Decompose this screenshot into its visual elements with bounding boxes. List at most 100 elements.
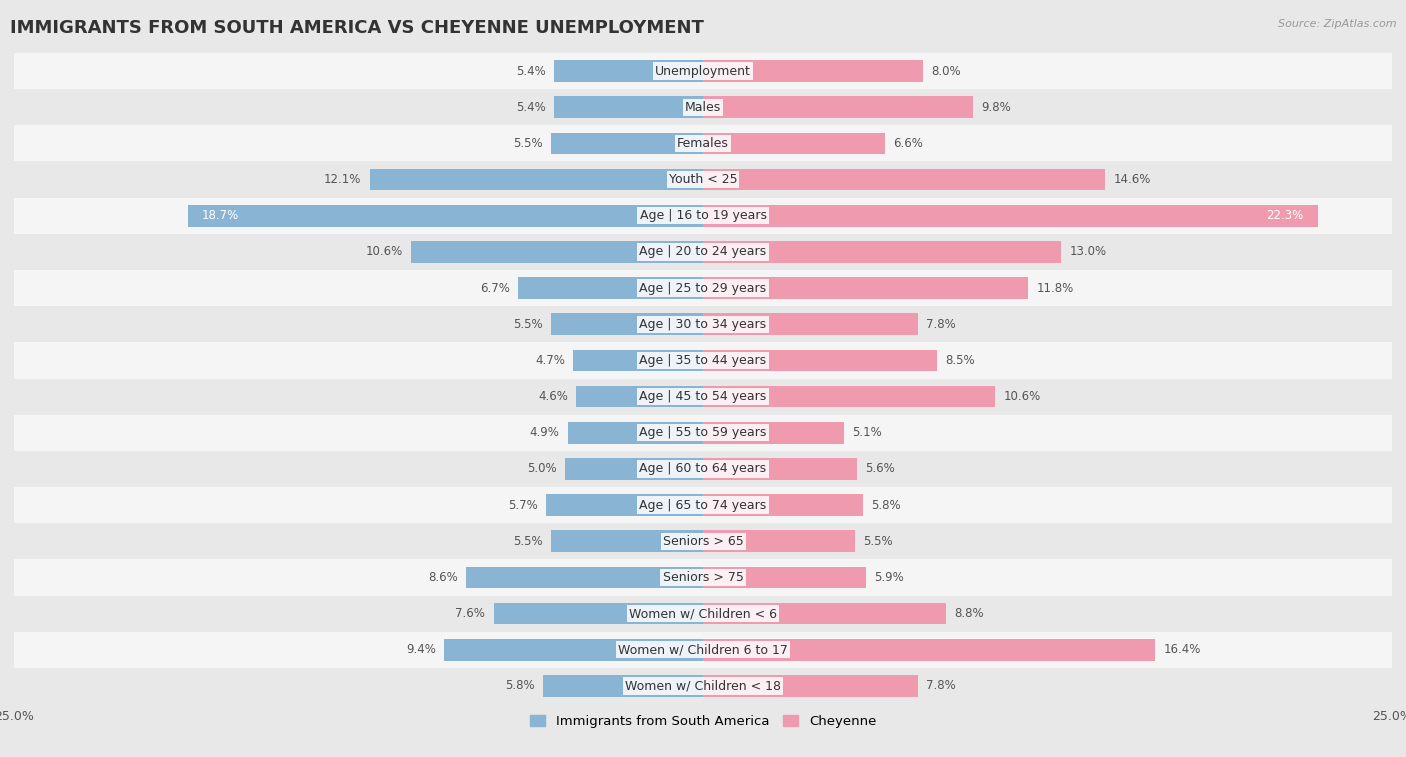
Bar	[14, 161, 1392, 198]
Text: 5.7%: 5.7%	[508, 499, 537, 512]
Text: 5.5%: 5.5%	[513, 318, 543, 331]
Bar	[14, 53, 1392, 89]
Bar	[703, 639, 1154, 661]
Bar	[494, 603, 703, 625]
Text: 7.8%: 7.8%	[927, 680, 956, 693]
Bar	[568, 422, 703, 444]
Text: Seniors > 65: Seniors > 65	[662, 534, 744, 548]
Text: 12.1%: 12.1%	[323, 173, 361, 186]
Bar	[465, 566, 703, 588]
Text: Age | 16 to 19 years: Age | 16 to 19 years	[640, 209, 766, 223]
Bar	[554, 61, 703, 82]
Text: 8.0%: 8.0%	[932, 64, 962, 77]
Text: 6.6%: 6.6%	[893, 137, 922, 150]
Bar	[187, 205, 703, 226]
Text: Age | 25 to 29 years: Age | 25 to 29 years	[640, 282, 766, 294]
Bar	[703, 313, 918, 335]
Bar	[14, 451, 1392, 487]
Text: 5.1%: 5.1%	[852, 426, 882, 439]
Text: Unemployment: Unemployment	[655, 64, 751, 77]
Text: 7.8%: 7.8%	[927, 318, 956, 331]
Bar	[703, 132, 884, 154]
Bar	[370, 169, 703, 191]
Legend: Immigrants from South America, Cheyenne: Immigrants from South America, Cheyenne	[524, 709, 882, 734]
Text: 4.9%: 4.9%	[530, 426, 560, 439]
Text: 6.7%: 6.7%	[481, 282, 510, 294]
Text: 5.4%: 5.4%	[516, 101, 546, 114]
Bar	[703, 277, 1028, 299]
Bar	[14, 631, 1392, 668]
Bar	[703, 61, 924, 82]
Text: Source: ZipAtlas.com: Source: ZipAtlas.com	[1278, 19, 1396, 29]
Bar	[703, 458, 858, 480]
Bar	[703, 566, 866, 588]
Text: Age | 65 to 74 years: Age | 65 to 74 years	[640, 499, 766, 512]
Text: 5.0%: 5.0%	[527, 463, 557, 475]
Text: 9.8%: 9.8%	[981, 101, 1011, 114]
Bar	[411, 241, 703, 263]
Bar	[14, 234, 1392, 270]
Text: 9.4%: 9.4%	[406, 643, 436, 656]
Bar	[565, 458, 703, 480]
Bar	[14, 378, 1392, 415]
Bar	[14, 487, 1392, 523]
Bar	[703, 241, 1062, 263]
Text: 14.6%: 14.6%	[1114, 173, 1152, 186]
Bar	[703, 603, 945, 625]
Text: 5.5%: 5.5%	[513, 137, 543, 150]
Bar	[14, 270, 1392, 306]
Text: 10.6%: 10.6%	[366, 245, 402, 258]
Text: Seniors > 75: Seniors > 75	[662, 571, 744, 584]
Bar	[14, 126, 1392, 161]
Bar	[703, 350, 938, 371]
Bar	[703, 386, 995, 407]
Bar	[14, 668, 1392, 704]
Text: Age | 55 to 59 years: Age | 55 to 59 years	[640, 426, 766, 439]
Bar	[703, 494, 863, 516]
Text: Women w/ Children 6 to 17: Women w/ Children 6 to 17	[619, 643, 787, 656]
Text: 5.6%: 5.6%	[866, 463, 896, 475]
Bar	[703, 96, 973, 118]
Text: Age | 45 to 54 years: Age | 45 to 54 years	[640, 390, 766, 403]
Text: 4.7%: 4.7%	[536, 354, 565, 367]
Text: 18.7%: 18.7%	[201, 209, 239, 223]
Text: IMMIGRANTS FROM SOUTH AMERICA VS CHEYENNE UNEMPLOYMENT: IMMIGRANTS FROM SOUTH AMERICA VS CHEYENN…	[10, 19, 704, 37]
Text: 5.4%: 5.4%	[516, 64, 546, 77]
Bar	[703, 169, 1105, 191]
Text: Youth < 25: Youth < 25	[669, 173, 737, 186]
Text: Females: Females	[678, 137, 728, 150]
Bar	[551, 132, 703, 154]
Bar	[703, 675, 918, 696]
Text: 10.6%: 10.6%	[1004, 390, 1040, 403]
Bar	[14, 523, 1392, 559]
Text: 8.5%: 8.5%	[945, 354, 976, 367]
Bar	[574, 350, 703, 371]
Text: 16.4%: 16.4%	[1163, 643, 1201, 656]
Text: 8.8%: 8.8%	[953, 607, 983, 620]
Text: Age | 35 to 44 years: Age | 35 to 44 years	[640, 354, 766, 367]
Text: Women w/ Children < 18: Women w/ Children < 18	[626, 680, 780, 693]
Bar	[703, 422, 844, 444]
Bar	[703, 531, 855, 552]
Bar	[14, 415, 1392, 451]
Bar	[543, 675, 703, 696]
Bar	[14, 198, 1392, 234]
Text: Males: Males	[685, 101, 721, 114]
Text: Women w/ Children < 6: Women w/ Children < 6	[628, 607, 778, 620]
Text: 5.8%: 5.8%	[872, 499, 901, 512]
Bar	[551, 531, 703, 552]
Text: 5.8%: 5.8%	[505, 680, 534, 693]
Bar	[554, 96, 703, 118]
Bar	[703, 205, 1317, 226]
Bar	[14, 596, 1392, 631]
Bar	[519, 277, 703, 299]
Bar	[14, 306, 1392, 342]
Text: Age | 30 to 34 years: Age | 30 to 34 years	[640, 318, 766, 331]
Bar	[576, 386, 703, 407]
Text: 13.0%: 13.0%	[1070, 245, 1107, 258]
Text: 4.6%: 4.6%	[538, 390, 568, 403]
Bar	[14, 559, 1392, 596]
Text: 11.8%: 11.8%	[1036, 282, 1074, 294]
Bar	[14, 342, 1392, 378]
Text: Age | 20 to 24 years: Age | 20 to 24 years	[640, 245, 766, 258]
